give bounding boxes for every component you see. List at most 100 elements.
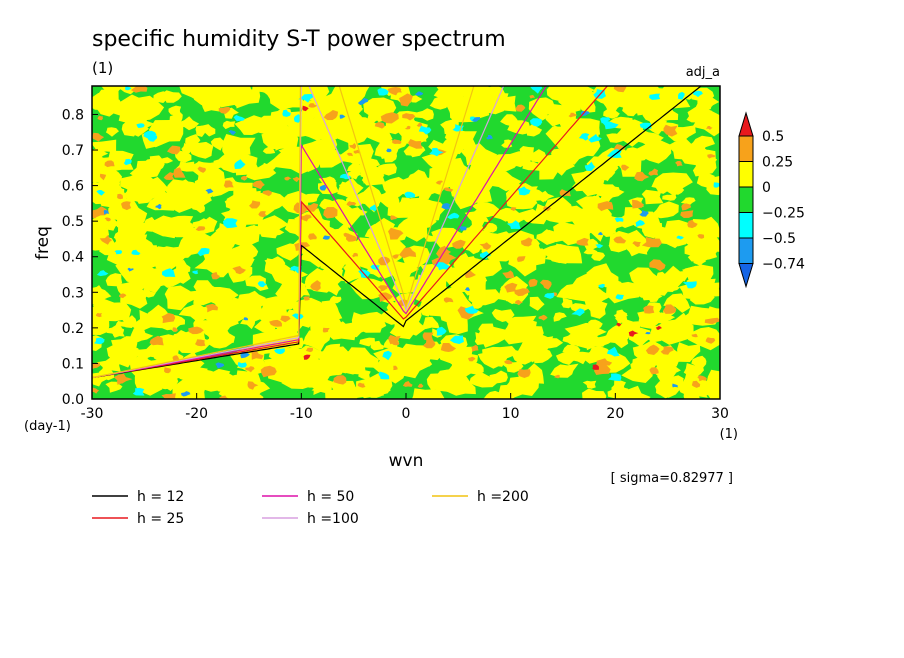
heatmap-cell-lower: [386, 148, 392, 153]
heatmap-cell-low: [123, 158, 132, 166]
heatmap-cell-positive: [109, 94, 145, 120]
heatmap-cell-high: [422, 338, 436, 349]
heatmap-cell-high: [576, 237, 589, 246]
heatmap-cell-high: [391, 341, 400, 346]
heatmap-cell-high: [92, 132, 105, 142]
heatmap-cell-positive: [500, 114, 520, 127]
heatmap-cell-positive: [92, 139, 117, 153]
heatmap-cell-positive: [606, 323, 630, 343]
heatmap-cell-high: [205, 303, 218, 313]
heatmap-cell-positive: [621, 355, 659, 383]
heatmap-cell-positive: [648, 291, 663, 303]
heatmap-cell-high: [104, 160, 115, 168]
y-tick-label: 0.4: [62, 250, 84, 266]
heatmap-cell-positive: [686, 135, 715, 155]
heatmap-cell-high: [374, 122, 385, 129]
colorbar-label: −0.5: [762, 231, 796, 247]
heatmap-cell-low: [506, 220, 521, 230]
heatmap-cell-low: [676, 235, 684, 240]
heatmap-cell-high: [621, 164, 630, 171]
heatmap-cell-low: [114, 250, 123, 255]
y-tick-label: 0.2: [62, 321, 84, 337]
y-tick-label: 0.1: [62, 356, 84, 372]
heatmap-cell-positive: [706, 383, 720, 399]
heatmap-cell-positive: [411, 388, 445, 399]
heatmap-cell-high: [388, 227, 404, 240]
heatmap-cell-positive: [618, 385, 651, 399]
heatmap-cell-low: [600, 117, 611, 124]
heatmap-cell-lower: [322, 235, 330, 240]
heatmap-cell-positive: [637, 86, 660, 96]
heatmap-cell-positive: [370, 340, 384, 351]
heatmap-cell-positive: [268, 364, 304, 383]
heatmap-cell-positive: [269, 86, 307, 110]
heatmap-cell-high: [323, 207, 338, 219]
heatmap-cell-positive: [178, 116, 200, 131]
dispersion-curves: [92, 86, 702, 379]
heatmap-cell-high: [393, 365, 398, 371]
heatmap-cell-positive: [535, 203, 550, 215]
plot-area: [91, 85, 721, 400]
heatmap-cell-low: [233, 115, 245, 122]
heatmap-cell-high: [648, 168, 659, 176]
heatmap-cell-lower: [597, 231, 603, 236]
heatmap-cell-high: [260, 365, 277, 378]
colorbar-segment: [738, 237, 754, 264]
heatmap-cell-positive: [262, 146, 276, 154]
heatmap-cell-positive: [145, 215, 175, 237]
heatmap-cell-positive: [478, 323, 494, 334]
heatmap-cell-positive: [647, 119, 667, 135]
heatmap-cell-high: [687, 219, 698, 229]
heatmap-cell-positive: [102, 218, 122, 231]
heatmap-cell-positive: [535, 334, 564, 349]
heatmap-cell-high: [149, 335, 164, 346]
heatmap-cell-high: [528, 278, 538, 287]
heatmap-cell-positive: [474, 332, 490, 345]
heatmap-cell-positive: [171, 267, 191, 284]
heatmap-cell-high: [118, 293, 127, 299]
heatmap-cell-positive: [159, 157, 174, 164]
heatmap-cell-positive: [206, 336, 233, 349]
heatmap-cell-high: [99, 173, 107, 181]
heatmap-cell-positive: [332, 199, 351, 209]
heatmap-cell-lower: [486, 135, 493, 140]
heatmap-cell-positive: [469, 372, 501, 388]
heatmap-cell-positive: [231, 213, 249, 225]
heatmap-cell-positive: [302, 330, 331, 352]
heatmap-cell-lower: [243, 317, 249, 321]
heatmap-cell-high: [346, 233, 358, 242]
y-tick-label: 0.5: [62, 214, 84, 230]
heatmap-cell-positive: [690, 224, 712, 239]
heatmap-cell-lower: [580, 110, 591, 116]
heatmap-cell-positive: [432, 152, 458, 166]
heatmap-cell-low: [614, 217, 624, 223]
heatmap-cell-high: [675, 160, 683, 167]
heatmap-cell-positive: [542, 105, 564, 117]
y-tick-label: 0.0: [62, 392, 84, 408]
heatmap-cell-positive: [616, 126, 644, 147]
heatmap-cell-positive: [655, 382, 674, 399]
heatmap-cell-high: [380, 112, 399, 124]
heatmap-cell-positive: [582, 380, 597, 389]
heatmap-cell-low: [649, 93, 661, 100]
heatmap-cell-positive: [347, 207, 368, 216]
heatmap-cell-positive: [299, 228, 336, 252]
heatmap-cell-positive: [520, 122, 543, 137]
heatmap-cell-peak: [302, 105, 309, 112]
heatmap-cell-high: [517, 369, 531, 378]
heatmap-cell-lower: [672, 383, 678, 388]
y-axis-unit: (day-1): [24, 419, 71, 434]
heatmap-cell-positive: [373, 345, 408, 368]
heatmap-cell-high: [269, 319, 282, 327]
heatmap-cell-high: [468, 356, 476, 362]
heatmap-cell-positive: [661, 219, 694, 240]
heatmap-cell-positive: [168, 105, 182, 116]
heatmap-cell-positive: [410, 282, 451, 302]
heatmap-cell-low: [608, 373, 622, 382]
heatmap-cell-positive: [105, 127, 119, 137]
heatmap-cell-positive: [180, 224, 197, 234]
heatmap-cell-low: [136, 123, 145, 128]
heatmap-cell-positive: [156, 123, 177, 138]
heatmap-cell-low: [607, 149, 622, 158]
heatmap-cell-positive: [413, 108, 434, 121]
